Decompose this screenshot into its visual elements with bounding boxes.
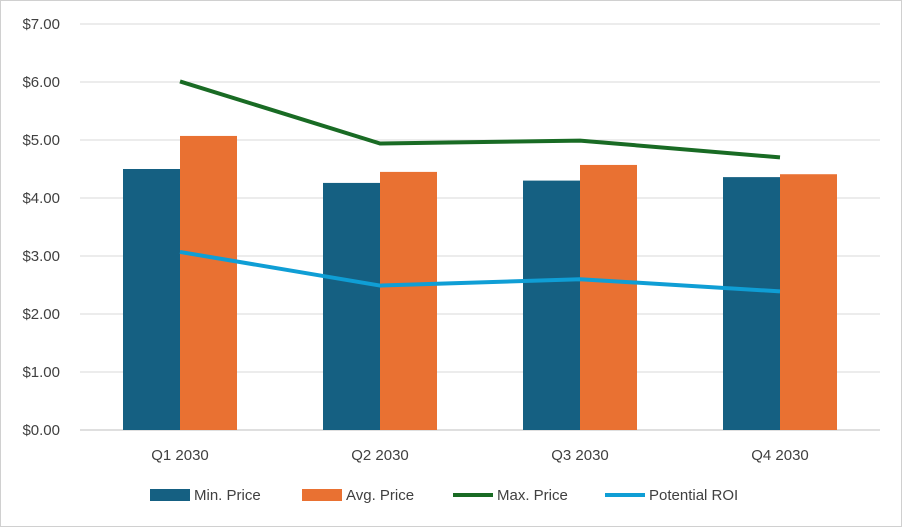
y-tick-label: $1.00 — [22, 364, 60, 381]
bar-min-price-0 — [123, 169, 180, 430]
legend-label: Potential ROI — [649, 487, 738, 504]
bar-min-price-2 — [523, 180, 580, 430]
bar-min-price-3 — [723, 177, 780, 430]
y-axis-ticks: $0.00 $1.00 $2.00 $3.00 $4.00 $5.00 $6.00 $7.00 — [22, 16, 60, 439]
legend: Min. Price Avg. Price Max. Price Potential … — [150, 487, 738, 504]
legend-label: Avg. Price — [346, 487, 414, 504]
x-tick-label: Q1 2030 — [151, 447, 209, 464]
y-tick-label: $2.00 — [22, 306, 60, 323]
line-series — [179, 79, 781, 294]
y-tick-label: $0.00 — [22, 422, 60, 439]
legend-label: Max. Price — [497, 487, 568, 504]
y-tick-label: $3.00 — [22, 248, 60, 265]
bar-series — [123, 135, 837, 430]
y-tick-label: $6.00 — [22, 74, 60, 91]
x-tick-label: Q3 2030 — [551, 447, 609, 464]
legend-swatch — [150, 489, 190, 501]
x-tick-label: Q2 2030 — [351, 447, 409, 464]
bar-avg-price-3 — [780, 174, 837, 430]
y-tick-label: $5.00 — [22, 132, 60, 149]
x-axis-ticks: Q1 2030 Q2 2030 Q3 2030 Q4 2030 — [151, 447, 809, 464]
bar-avg-price-1 — [380, 171, 437, 430]
bar-min-price-1 — [323, 182, 380, 430]
bar-avg-price-2 — [580, 164, 637, 430]
legend-label: Min. Price — [194, 487, 261, 504]
line-max-price — [179, 79, 781, 160]
y-tick-label: $7.00 — [22, 16, 60, 33]
x-tick-label: Q4 2030 — [751, 447, 809, 464]
legend-swatch — [302, 489, 342, 501]
y-tick-label: $4.00 — [22, 190, 60, 207]
line-potential-roi — [179, 249, 781, 294]
bar-avg-price-0 — [180, 135, 237, 430]
